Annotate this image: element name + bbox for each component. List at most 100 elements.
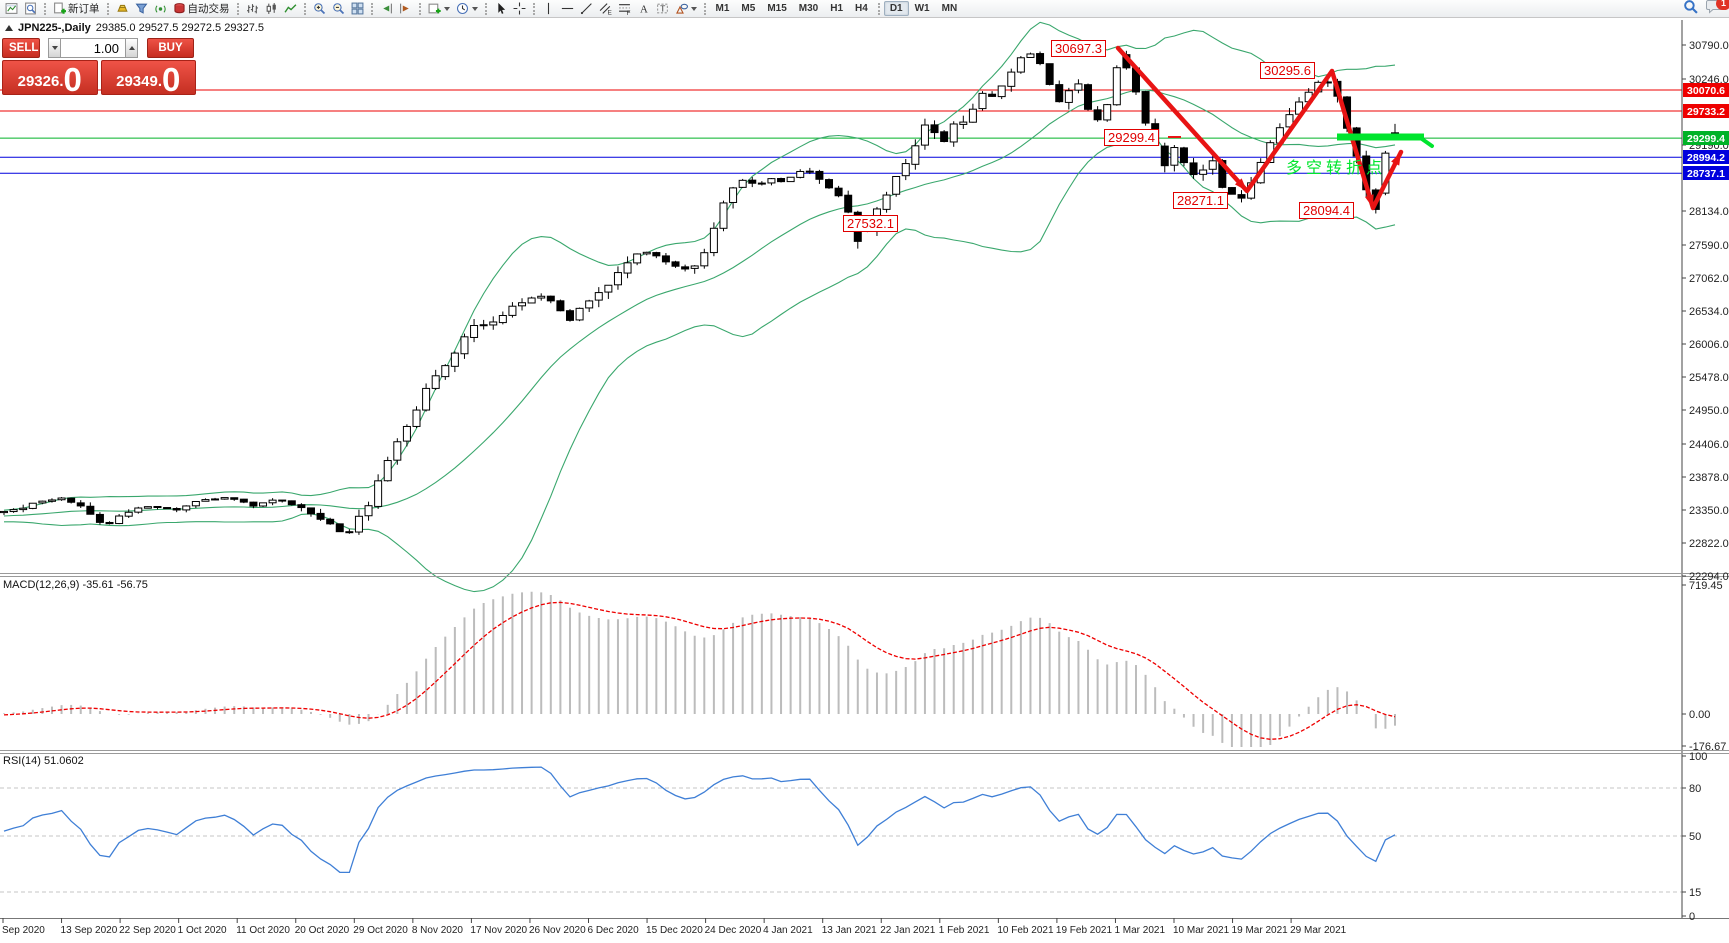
svg-text:22822.0: 22822.0 [1689,538,1729,550]
svg-text:80: 80 [1689,783,1701,795]
toolbar-separator [532,2,535,15]
toolbar-right: 1 [1683,0,1729,19]
chart-shift-button[interactable] [396,1,415,16]
macd-pane [3,591,1396,747]
volume-input[interactable] [61,38,125,58]
svg-text:24406.0: 24406.0 [1689,439,1729,451]
sell-price-big-digit: 0 [63,60,82,98]
buy-button[interactable]: BUY [147,38,194,58]
svg-text:T: T [660,4,666,14]
fibonacci-button[interactable]: F [615,1,634,16]
timeframe-m1-button[interactable]: M1 [710,1,736,16]
timeframe-h4-button[interactable]: H4 [849,1,874,16]
zoom-in-button[interactable] [310,1,329,16]
text-label-button[interactable]: T [653,1,672,16]
trendline-button[interactable] [577,1,596,16]
sell-price-button[interactable]: 29326. 0 [2,60,98,98]
svg-text:1 Mar 2021: 1 Mar 2021 [1114,925,1165,936]
chart-window-button[interactable] [2,1,21,16]
toolbar-separator [370,2,373,15]
svg-text:15: 15 [1689,887,1701,899]
timeframe-m30-button[interactable]: M30 [793,1,824,16]
crosshair-button[interactable] [510,1,529,16]
candles-button[interactable] [262,1,281,16]
svg-text:29299.4: 29299.4 [1687,133,1725,145]
shapes-button[interactable] [672,1,700,16]
svg-text:22 Jan 2021: 22 Jan 2021 [880,925,935,936]
axis-layer: 30790.030246.029190.028134.027590.027062… [0,20,1729,923]
timeframe-m15-button[interactable]: M15 [761,1,792,16]
svg-text:13 Jan 2021: 13 Jan 2021 [822,925,877,936]
toolbar-buttons: 新订单 自动交易 E F A T [2,1,710,16]
volume-increase-button[interactable] [125,38,138,58]
svg-text:1 Feb 2021: 1 Feb 2021 [939,925,990,936]
svg-text:Sep 2020: Sep 2020 [2,925,45,936]
text-a-button[interactable]: A [634,1,653,16]
svg-text:28994.2: 28994.2 [1687,152,1725,164]
svg-text:25478.0: 25478.0 [1689,372,1729,384]
sell-button[interactable]: SELL [2,38,40,58]
search-icon[interactable] [1683,0,1698,19]
new-order-button[interactable]: 新订单 [50,1,103,16]
timeframe-m5-button[interactable]: M5 [735,1,761,16]
chart-plus-button[interactable] [425,1,453,16]
cursor-button[interactable] [491,1,510,16]
svg-text:22294.0: 22294.0 [1689,571,1729,583]
svg-text:23350.0: 23350.0 [1689,505,1729,517]
svg-text:30070.6: 30070.6 [1687,85,1725,97]
date-axis: Sep 2020 13 Sep 2020 22 Sep 2020 1 Oct 2020… [2,918,1347,936]
symbol-marker-icon [5,25,13,31]
svg-text:26006.0: 26006.0 [1689,339,1729,351]
svg-text:13 Sep 2020: 13 Sep 2020 [61,925,118,936]
bars-button[interactable] [243,1,262,16]
toolbar-separator [303,2,306,15]
chart-preview-button[interactable] [21,1,40,16]
hline-button[interactable] [558,1,577,16]
vline-button[interactable] [539,1,558,16]
funnel-button[interactable] [132,1,151,16]
buy-price-big-digit: 0 [162,60,181,98]
signal-button[interactable] [151,1,170,16]
zoom-out-button[interactable] [329,1,348,16]
gold-button[interactable] [113,1,132,16]
timeframe-d1-button[interactable]: D1 [883,1,909,16]
auto-scroll-button[interactable] [377,1,396,16]
candles-layer [0,50,1399,535]
linechart-button[interactable] [281,1,300,16]
trend-annotation-layer[interactable] [1115,45,1434,211]
svg-text:29733.2: 29733.2 [1687,106,1725,118]
new-order-label: 新订单 [68,3,100,15]
volume-decrease-button[interactable] [48,38,61,58]
svg-text:19 Mar 2021: 19 Mar 2021 [1232,925,1289,936]
toolbar-separator [236,2,239,15]
chevron-down-icon [471,6,478,11]
svg-text:A: A [640,3,648,15]
clock-button[interactable] [453,1,481,16]
tile-button[interactable] [348,1,367,16]
svg-text:29 Mar 2021: 29 Mar 2021 [1290,925,1347,936]
buy-price-button[interactable]: 29349. 0 [100,60,196,98]
main-toolbar: 新订单 自动交易 E F A T M1 M5 M15 M30 H1 H4 D1 W1 MN 1 [0,0,1729,18]
svg-text:29 Oct 2020: 29 Oct 2020 [353,925,408,936]
rsi-pane [0,766,1682,893]
toolbar-separator [484,2,487,15]
toolbar-separator [418,2,421,15]
svg-text:0: 0 [1689,911,1695,923]
channel-button[interactable]: E [596,1,615,16]
toolbar-separator [44,2,46,15]
svg-text:15 Dec 2020: 15 Dec 2020 [646,925,703,936]
svg-text:6 Dec 2020: 6 Dec 2020 [588,925,640,936]
autotrade-button[interactable]: 自动交易 [170,1,233,16]
timeframe-w1-button[interactable]: W1 [909,1,936,16]
svg-text:E: E [607,9,612,15]
level-lines-layer [0,89,1682,174]
svg-text:26 Nov 2020: 26 Nov 2020 [529,925,586,936]
timeframe-h1-button[interactable]: H1 [824,1,849,16]
timeframe-mn-button[interactable]: MN [936,1,964,16]
notifications-icon[interactable]: 1 [1706,0,1729,19]
svg-text:23878.0: 23878.0 [1689,472,1729,484]
bollinger-bands-layer [3,21,1396,593]
svg-text:17 Nov 2020: 17 Nov 2020 [470,925,527,936]
symbol-ohlc: 29385.0 29527.5 29272.5 29327.5 [95,22,264,34]
